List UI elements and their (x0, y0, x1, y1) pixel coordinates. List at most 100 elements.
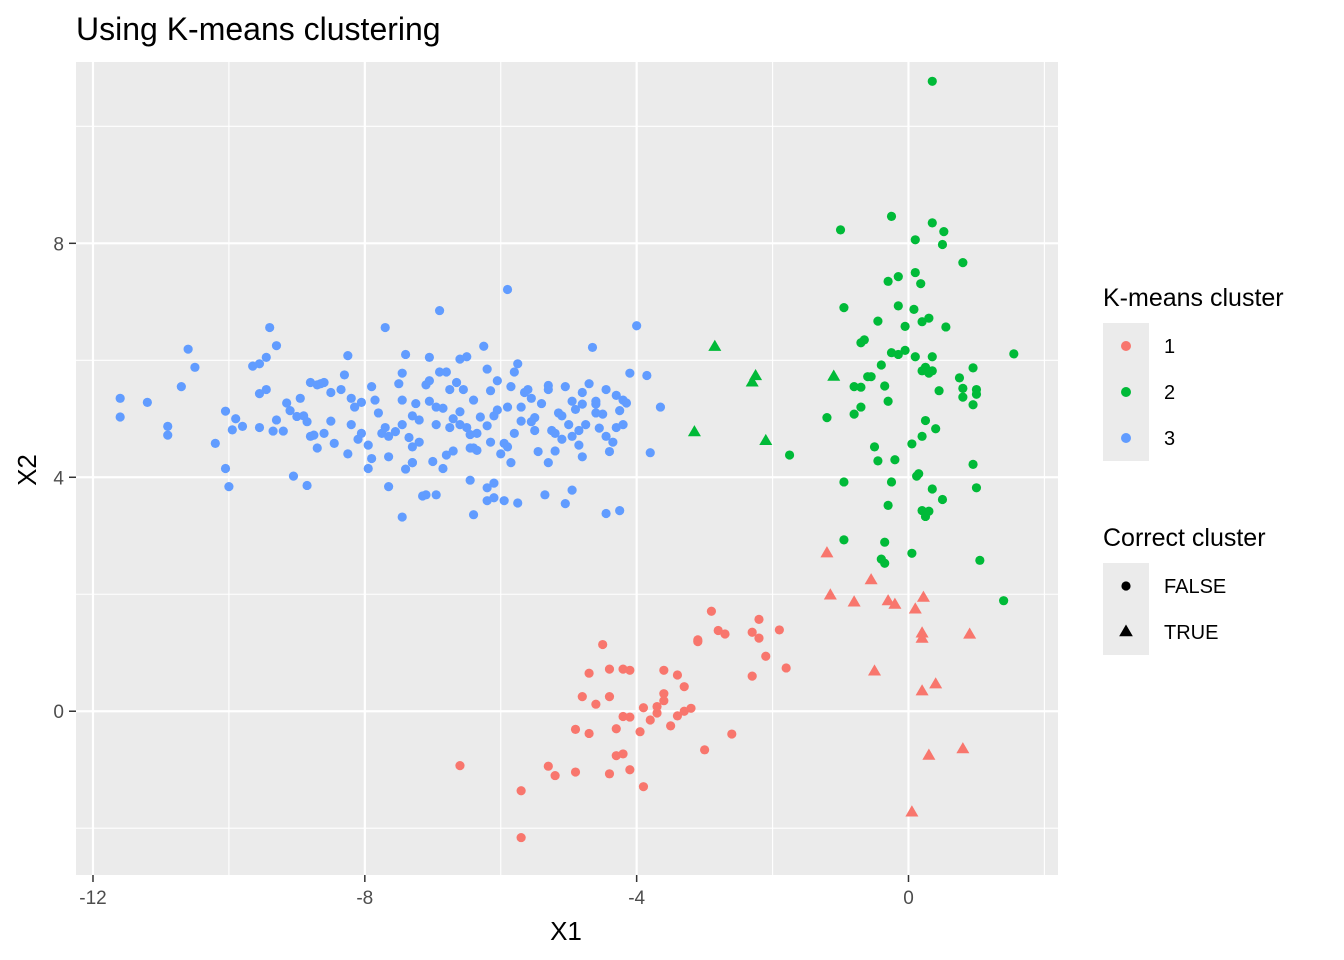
data-point-circle (781, 663, 791, 673)
data-point-circle (543, 384, 553, 395)
data-point-circle (142, 397, 152, 408)
data-point-circle (278, 426, 288, 436)
data-point-circle (482, 364, 492, 374)
data-point-circle (441, 367, 451, 377)
data-point-triangle (915, 631, 929, 643)
data-point-circle (407, 442, 417, 452)
data-point-circle (927, 352, 937, 362)
data-point-circle (438, 403, 448, 413)
data-point-circle (706, 606, 717, 616)
legend-label: 1 (1164, 336, 1175, 358)
data-point-circle (407, 458, 417, 468)
data-point-circle (356, 428, 367, 439)
data-point-circle (880, 558, 890, 568)
data-point-circle (849, 409, 859, 419)
data-point-circle (502, 442, 513, 452)
data-point-circle (336, 384, 346, 395)
data-point-circle (727, 729, 737, 739)
x-tick-label: -4 (628, 888, 645, 909)
data-point-circle (455, 354, 465, 364)
data-point-circle (659, 665, 669, 675)
data-point-circle (346, 393, 356, 403)
data-point-triangle (963, 627, 977, 639)
data-point-circle (424, 376, 434, 386)
data-point-circle (645, 715, 655, 725)
data-point-circle (312, 443, 322, 453)
data-point-circle (441, 450, 451, 460)
data-point-circle (927, 76, 937, 86)
legend: K-means cluster 1 2 3 Correct cluster FALSE TR… (1103, 284, 1284, 655)
data-point-circle (492, 405, 502, 415)
data-point-circle (220, 406, 231, 416)
data-point-circle (941, 322, 951, 332)
data-point-circle (455, 761, 465, 771)
data-point-circle (937, 239, 948, 250)
data-point-circle (489, 478, 499, 488)
data-point-circle (611, 751, 621, 761)
minor-gridlines (76, 62, 1058, 875)
data-point-circle (591, 408, 601, 418)
data-point-circle (968, 363, 978, 373)
data-point-circle (394, 379, 404, 389)
data-point-circle (883, 500, 893, 510)
data-point-circle (618, 664, 628, 674)
x-axis-ticks: -12 -8 -4 0 (79, 875, 914, 909)
data-point-circle (261, 384, 271, 395)
data-point-circle (210, 438, 220, 448)
data-point-triangle (888, 597, 902, 609)
data-point-circle (285, 405, 295, 416)
legend-title: K-means cluster (1103, 284, 1284, 312)
data-point-circle (516, 832, 526, 843)
data-point-circle (747, 627, 757, 637)
data-point-circle (584, 728, 594, 739)
data-point-circle (506, 382, 516, 392)
data-point-circle (910, 267, 920, 278)
data-point-circle (570, 767, 581, 777)
data-point-circle (958, 392, 968, 402)
data-point-circle (880, 537, 890, 547)
data-point-circle (567, 396, 577, 406)
data-point-triangle (916, 590, 930, 602)
data-point-circle (254, 389, 265, 399)
data-point-circle (598, 409, 608, 419)
data-point-triangle (915, 684, 929, 696)
data-point-triangle (745, 375, 759, 387)
data-point-circle (516, 402, 526, 412)
data-point-circle (533, 446, 543, 457)
data-point-circle (428, 456, 438, 467)
data-point-circle (363, 463, 373, 474)
data-point-circle (618, 420, 628, 430)
data-point-circle (472, 428, 482, 439)
data-point-circle (601, 384, 611, 395)
data-point-circle (924, 313, 934, 323)
data-point-circle (601, 508, 611, 519)
x-tick-label: 0 (903, 888, 914, 909)
data-point-circle (886, 211, 897, 222)
data-point-circle (509, 428, 519, 439)
data-point-circle (384, 452, 394, 462)
data-point-circle (506, 458, 516, 468)
data-point-triangle (956, 742, 970, 754)
data-point-circle (499, 496, 509, 506)
data-point-circle (183, 344, 193, 354)
data-point-circle (975, 555, 985, 565)
y-tick-label: 0 (53, 702, 64, 723)
data-point-circle (574, 425, 584, 436)
data-point-circle (937, 494, 948, 505)
data-point-circle (465, 443, 475, 453)
data-point-circle (350, 402, 360, 412)
data-point-circle (363, 440, 373, 450)
legend-title: Correct cluster (1103, 524, 1266, 552)
data-point-circle (611, 390, 621, 400)
data-point-circle (455, 407, 465, 417)
data-point-circle (591, 396, 601, 406)
data-point-circle (462, 422, 472, 433)
legend-circle-key (1121, 581, 1131, 591)
legend-label: TRUE (1164, 622, 1218, 644)
data-point-triangle (823, 588, 837, 600)
data-point-circle (414, 437, 424, 447)
x-tick-label: -8 (356, 888, 373, 909)
data-point-circle (672, 711, 683, 721)
data-point-circle (618, 711, 628, 722)
